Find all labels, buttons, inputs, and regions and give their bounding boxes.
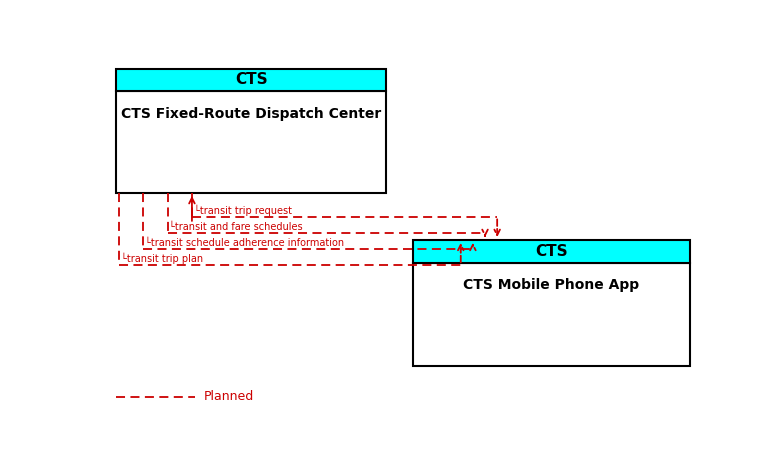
Text: CTS: CTS	[535, 244, 568, 259]
Text: CTS: CTS	[235, 73, 268, 88]
Text: CTS Fixed-Route Dispatch Center: CTS Fixed-Route Dispatch Center	[121, 107, 381, 121]
Text: CTS Mobile Phone App: CTS Mobile Phone App	[464, 278, 640, 292]
Bar	[413, 240, 690, 263]
Bar	[116, 69, 386, 91]
Bar	[413, 263, 690, 366]
Text: └transit trip request: └transit trip request	[193, 204, 292, 216]
Text: Planned: Planned	[204, 390, 254, 403]
Text: └transit trip plan: └transit trip plan	[121, 253, 203, 264]
Bar	[116, 91, 386, 193]
Text: └transit schedule adherence information: └transit schedule adherence information	[145, 238, 345, 248]
Text: └transit and fare schedules: └transit and fare schedules	[169, 222, 303, 232]
